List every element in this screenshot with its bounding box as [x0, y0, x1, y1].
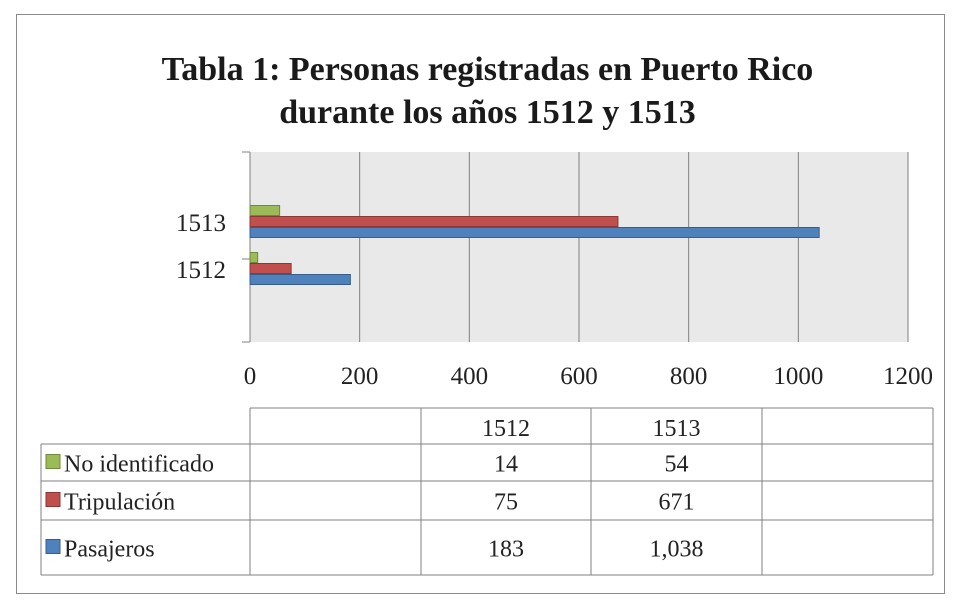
legend-swatch [45, 539, 61, 554]
bar-tripulacin-1512 [249, 263, 292, 274]
legend-swatch [45, 492, 61, 507]
y-tick-label: 1513 [176, 210, 226, 237]
y-tick-label: 1512 [176, 257, 226, 284]
x-tick-label: 1200 [883, 363, 933, 390]
table-data-cell: 14 [494, 452, 518, 478]
table-data-cell: 183 [488, 537, 524, 563]
legend-label: Tripulación [64, 490, 175, 516]
table-header-cell: 1513 [653, 416, 701, 442]
table-data-cell: 1,038 [650, 537, 704, 563]
table-data-cell: 671 [659, 490, 695, 516]
legend-label: No identificado [64, 452, 214, 478]
x-tick-label: 600 [560, 363, 598, 390]
legend-label: Pasajeros [64, 537, 155, 563]
legend-swatch [45, 454, 61, 469]
x-tick-label: 200 [341, 363, 379, 390]
table-data-cell: 75 [494, 490, 518, 516]
x-tick-label: 0 [244, 363, 257, 390]
chart-title-line2: durante los años 1512 y 1513 [279, 94, 696, 131]
bar-pasajeros-1513 [249, 227, 820, 238]
bar-no-identificado-1512 [249, 252, 259, 263]
chart-title-line1: Tabla 1: Personas registradas en Puerto … [161, 51, 814, 88]
bar-tripulacin-1513 [249, 216, 619, 227]
table-header-cell: 1512 [482, 416, 530, 442]
bar-pasajeros-1512 [249, 274, 351, 285]
x-tick-label: 400 [451, 363, 489, 390]
x-tick-label: 800 [670, 363, 708, 390]
table-data-cell: 54 [665, 452, 689, 478]
bar-no-identificado-1513 [249, 205, 281, 216]
x-tick-label: 1000 [773, 363, 823, 390]
